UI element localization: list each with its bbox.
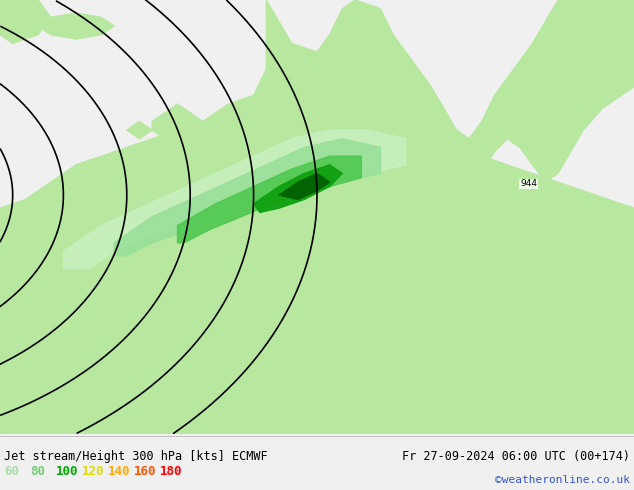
- Polygon shape: [228, 0, 634, 234]
- Text: 140: 140: [108, 466, 131, 478]
- Text: 100: 100: [56, 466, 79, 478]
- Text: 120: 120: [82, 466, 105, 478]
- Polygon shape: [152, 104, 203, 147]
- Text: 944: 944: [520, 179, 537, 189]
- Polygon shape: [114, 139, 380, 256]
- Text: 160: 160: [134, 466, 157, 478]
- Polygon shape: [0, 0, 51, 44]
- Polygon shape: [127, 122, 152, 139]
- Text: 80: 80: [30, 466, 45, 478]
- Text: Fr 27-09-2024 06:00 UTC (00+174): Fr 27-09-2024 06:00 UTC (00+174): [402, 450, 630, 463]
- Polygon shape: [63, 130, 406, 269]
- Text: 180: 180: [160, 466, 183, 478]
- Text: Jet stream/Height 300 hPa [kts] ECMWF: Jet stream/Height 300 hPa [kts] ECMWF: [4, 450, 268, 463]
- Polygon shape: [279, 173, 330, 199]
- Polygon shape: [558, 0, 634, 26]
- Polygon shape: [0, 87, 634, 434]
- Polygon shape: [178, 156, 361, 243]
- Polygon shape: [38, 13, 114, 39]
- Polygon shape: [254, 165, 342, 213]
- Text: ©weatheronline.co.uk: ©weatheronline.co.uk: [495, 475, 630, 485]
- Text: 60: 60: [4, 466, 19, 478]
